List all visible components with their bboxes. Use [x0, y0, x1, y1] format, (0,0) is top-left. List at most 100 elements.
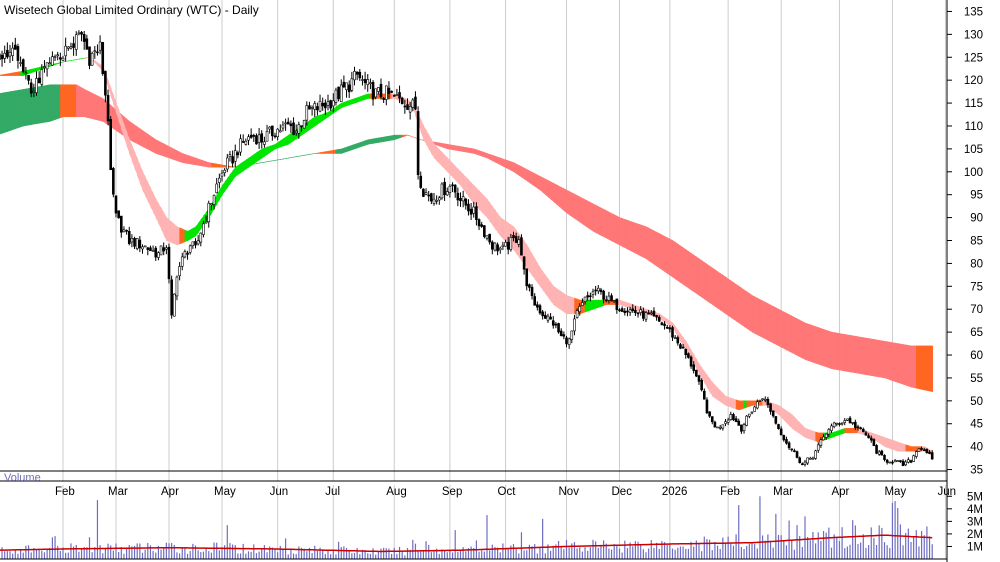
candle-up [141, 246, 144, 250]
candle-down [594, 289, 597, 292]
candle-up [596, 287, 600, 292]
candle-up [498, 247, 502, 251]
candle-down [636, 312, 640, 315]
candle-down [771, 410, 775, 417]
candle-up [67, 46, 70, 49]
candle-down [766, 398, 770, 406]
candle-up [374, 88, 378, 98]
candle-down [138, 239, 142, 249]
candle-down [626, 310, 629, 313]
candle-up [278, 130, 282, 133]
candle-up [302, 120, 306, 129]
candle-up [233, 150, 237, 162]
candle-up [914, 451, 918, 457]
candle-down [488, 233, 491, 243]
candle-down [604, 299, 608, 302]
price-tick-label: 65 [970, 327, 983, 339]
candle-up [345, 82, 348, 91]
candle-down [676, 337, 680, 344]
x-tick-label: Dec [612, 486, 633, 498]
candle-down [255, 135, 258, 145]
candle-up [40, 69, 44, 85]
candle-down [398, 92, 401, 99]
candle-down [21, 59, 25, 72]
candle-up [53, 56, 57, 58]
candle-down [859, 427, 862, 430]
candle-up [904, 461, 908, 466]
candle-down [112, 168, 115, 195]
candle-down [647, 312, 650, 315]
candle-up [45, 62, 49, 70]
candle-up [846, 418, 849, 421]
candle-up [840, 422, 844, 425]
candle-down [260, 133, 264, 143]
candle-up [74, 34, 78, 50]
candle-up [649, 312, 653, 315]
candle-up [726, 419, 730, 423]
candle-down [769, 403, 772, 412]
candle-down [872, 439, 876, 446]
candle-up [851, 422, 855, 424]
volume-average-line [0, 534, 933, 553]
candle-up [210, 203, 213, 206]
candle-down [241, 141, 245, 143]
candle-up [546, 315, 550, 321]
candle-up [178, 266, 181, 277]
candle-down [114, 195, 118, 214]
candle-up [411, 99, 415, 108]
candle-down [475, 206, 478, 220]
x-tick-label: Jun [270, 486, 289, 498]
candle-up [917, 448, 921, 452]
candle-up [122, 229, 126, 233]
candle-down [885, 459, 889, 463]
candle-down [610, 295, 613, 302]
candle-down [679, 344, 682, 349]
candle-up [729, 414, 733, 420]
candle-down [170, 279, 173, 316]
candle-up [830, 425, 833, 431]
candle-down [14, 44, 17, 50]
candle-up [366, 79, 370, 85]
candle-down [530, 286, 534, 297]
candle-down [154, 247, 158, 258]
candle-down [88, 46, 91, 66]
volume-bars [0, 496, 933, 559]
candle-down [586, 295, 590, 298]
candle-down [162, 247, 165, 252]
candle-up [644, 312, 648, 320]
volume-tick-label: 5M [967, 491, 983, 503]
candle-up [819, 439, 823, 446]
candle-down [528, 284, 531, 288]
candle-down [928, 451, 931, 454]
candle-up [157, 252, 160, 258]
candle-down [506, 241, 510, 250]
candle-down [490, 241, 494, 250]
candle-up [763, 398, 767, 401]
candle-down [286, 121, 290, 125]
candle-down [891, 461, 894, 464]
candle-up [461, 196, 465, 202]
candle-up [755, 401, 759, 409]
x-tick-label: Aug [386, 486, 406, 498]
candle-up [173, 293, 176, 317]
candle-up [803, 461, 807, 465]
candle-down [85, 38, 89, 50]
candle-up [811, 457, 815, 460]
candle-up [191, 241, 195, 247]
candle-down [538, 305, 542, 314]
x-tick-label: Nov [559, 486, 580, 498]
candle-up [93, 50, 97, 53]
candle-down [149, 247, 152, 252]
candle-down [27, 75, 30, 81]
candle-down [618, 309, 621, 312]
candle-up [369, 82, 372, 84]
candle-up [305, 105, 309, 121]
candle-down [856, 426, 860, 429]
candle-up [51, 56, 54, 66]
axes [0, 0, 948, 562]
candle-down [292, 122, 295, 135]
candle-down [6, 49, 9, 58]
candle-down [400, 97, 404, 105]
candle-up [896, 460, 900, 462]
